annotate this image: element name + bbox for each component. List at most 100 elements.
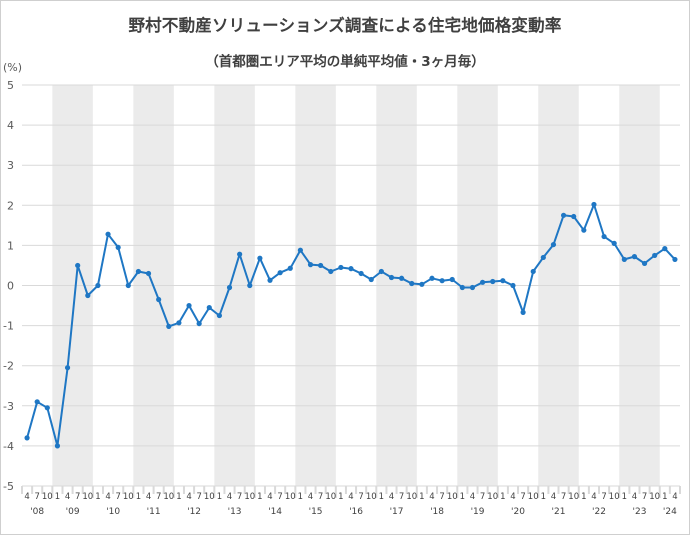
chart-title: 野村不動産ソリューションズ調査による住宅地価格変動率	[128, 16, 562, 35]
data-point	[388, 274, 395, 281]
data-point	[480, 279, 486, 285]
month-label: 4	[267, 492, 272, 502]
month-label: 7	[156, 492, 161, 502]
month-label: 1	[581, 492, 586, 502]
data-point	[611, 240, 617, 246]
data-point	[631, 254, 638, 260]
data-point	[75, 262, 81, 269]
month-label: 1	[217, 492, 222, 502]
month-label: 10	[609, 492, 620, 502]
year-label: '20	[511, 507, 525, 517]
data-point	[318, 262, 324, 269]
data-point	[348, 266, 354, 272]
data-point	[368, 276, 374, 283]
month-label: 4	[146, 492, 151, 502]
month-label: 4	[24, 492, 29, 502]
year-label: '10	[106, 507, 120, 517]
data-point	[490, 278, 496, 285]
y-tick-label: 1	[7, 239, 14, 252]
data-point	[145, 270, 152, 277]
month-label: 10	[204, 492, 215, 502]
month-label: 10	[42, 492, 53, 502]
year-label: '17	[390, 507, 404, 517]
data-point	[530, 268, 536, 275]
year-label: '15	[309, 507, 323, 517]
year-label: '23	[633, 507, 647, 517]
month-label: 4	[632, 492, 637, 502]
data-point	[540, 254, 546, 261]
data-point	[135, 268, 142, 275]
month-label: 7	[34, 492, 39, 502]
month-label: 4	[551, 492, 556, 502]
year-label: '24	[663, 507, 677, 517]
year-label: '21	[552, 507, 566, 517]
data-point	[277, 270, 283, 276]
data-point	[560, 212, 567, 218]
y-tick-label: -1	[3, 320, 14, 333]
month-label: 10	[649, 492, 660, 502]
year-label: '19	[471, 507, 485, 517]
data-point	[257, 255, 263, 261]
month-label: 7	[196, 492, 201, 502]
year-label: '14	[268, 507, 282, 517]
y-tick-label: 5	[7, 79, 14, 92]
y-tick-label: -4	[3, 440, 14, 453]
month-label: 1	[55, 492, 60, 502]
month-label: 4	[105, 492, 110, 502]
month-label: 1	[541, 492, 546, 502]
data-point	[237, 251, 243, 257]
y-tick-label: -5	[3, 480, 14, 493]
month-label: 10	[568, 492, 579, 502]
month-label: 1	[176, 492, 181, 502]
data-point	[85, 292, 91, 299]
data-point	[378, 268, 384, 275]
month-label: 1	[460, 492, 465, 502]
month-label: 7	[358, 492, 363, 502]
data-point	[226, 284, 233, 291]
data-point	[206, 304, 212, 311]
year-label: '08	[30, 507, 44, 517]
month-label: 1	[662, 492, 667, 502]
data-point	[500, 278, 506, 284]
month-label: 7	[75, 492, 80, 502]
data-point	[287, 265, 293, 271]
data-point	[641, 260, 648, 267]
month-label: 10	[487, 492, 498, 502]
month-label: 10	[366, 492, 377, 502]
year-label: '11	[147, 507, 161, 517]
month-label: 10	[82, 492, 93, 502]
data-point	[115, 244, 121, 251]
month-label: 7	[237, 492, 242, 502]
data-point	[672, 256, 678, 263]
month-label: 1	[419, 492, 424, 502]
month-label: 4	[308, 492, 313, 502]
month-label: 10	[528, 492, 539, 502]
data-point	[297, 247, 303, 253]
data-point	[105, 231, 111, 237]
data-point	[358, 270, 364, 277]
data-point	[419, 281, 425, 287]
month-label: 10	[406, 492, 417, 502]
data-point	[601, 233, 607, 240]
month-label: 4	[186, 492, 191, 502]
data-point	[186, 302, 192, 309]
month-label: 1	[500, 492, 505, 502]
data-point	[591, 201, 597, 208]
month-label: 1	[379, 492, 384, 502]
year-label: '09	[66, 507, 80, 517]
month-label: 7	[399, 492, 404, 502]
data-point	[125, 282, 131, 289]
month-label: 7	[561, 492, 566, 502]
data-point	[267, 277, 273, 283]
chart-subtitle: （首都圏エリア平均の単純平均値・3ヶ月毎）	[205, 54, 485, 70]
month-label: 1	[338, 492, 343, 502]
month-label: 1	[136, 492, 141, 502]
data-point	[95, 282, 101, 289]
month-label: 10	[123, 492, 134, 502]
data-point	[449, 276, 455, 283]
month-label: 1	[622, 492, 627, 502]
month-label: 4	[591, 492, 596, 502]
month-label: 10	[325, 492, 336, 502]
month-label: 4	[510, 492, 515, 502]
month-label: 1	[95, 492, 100, 502]
